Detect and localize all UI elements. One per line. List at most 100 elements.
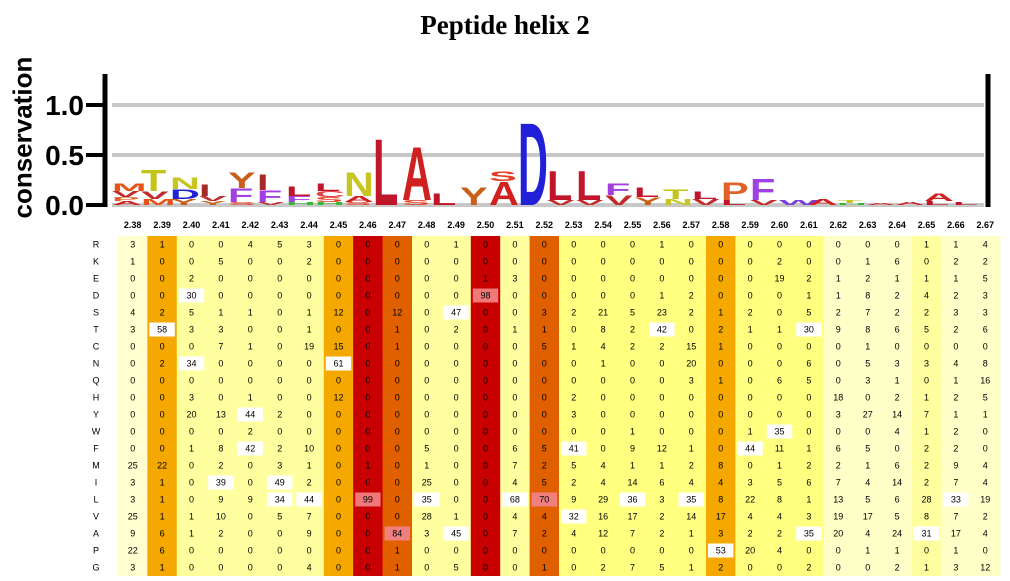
heatmap-cell-value: 0 xyxy=(571,257,576,267)
heatmap-cell-value: 0 xyxy=(424,308,429,318)
heatmap-cell-value: 0 xyxy=(512,427,517,437)
heatmap-cell-value: 0 xyxy=(542,393,547,403)
heatmap-cell-value: 0 xyxy=(395,478,400,488)
heatmap-cell-value: 19 xyxy=(304,342,314,352)
heatmap-cell-value: 0 xyxy=(160,274,165,284)
heatmap-cell-value: 45 xyxy=(451,529,461,539)
heatmap-cell-value: 5 xyxy=(277,240,282,250)
amino-acid-label: K xyxy=(93,257,99,267)
heatmap-cell-value: 0 xyxy=(277,291,282,301)
heatmap-cell-value: 5 xyxy=(630,308,635,318)
heatmap-cell-value: 2 xyxy=(924,308,929,318)
heatmap-column xyxy=(823,236,854,576)
heatmap-cell-value: 35 xyxy=(774,427,784,437)
heatmap-cell-value: 0 xyxy=(571,274,576,284)
heatmap-column xyxy=(353,236,384,576)
heatmap-cell-value: 0 xyxy=(248,546,253,556)
heatmap-cell-value: 7 xyxy=(630,563,635,573)
heatmap-cell-value: 0 xyxy=(542,376,547,386)
heatmap-cell-value: 1 xyxy=(424,461,429,471)
heatmap-cell-value: 0 xyxy=(336,427,341,437)
heatmap-cell-value: 0 xyxy=(601,257,606,267)
heatmap-cell-value: 0 xyxy=(630,240,635,250)
heatmap-column xyxy=(735,236,766,576)
heatmap-cell-value: 0 xyxy=(512,410,517,420)
logo-letter: V xyxy=(692,198,720,207)
heatmap-cell-value: 9 xyxy=(130,529,135,539)
logo-letter: T xyxy=(663,186,688,202)
position-label: 2.51 xyxy=(506,220,524,230)
heatmap-cell-value: 2 xyxy=(601,563,606,573)
heatmap-cell-value: 2 xyxy=(953,444,958,454)
heatmap-cell-value: 0 xyxy=(395,410,400,420)
heatmap-cell-value: 0 xyxy=(277,546,282,556)
heatmap-cell-value: 5 xyxy=(571,461,576,471)
heatmap-cell-value: 1 xyxy=(307,325,312,335)
heatmap-cell-value: 0 xyxy=(806,240,811,250)
heatmap-cell-value: 1 xyxy=(630,427,635,437)
heatmap-cell-value: 2 xyxy=(924,461,929,471)
heatmap-column xyxy=(265,236,295,576)
heatmap-cell-value: 2 xyxy=(571,308,576,318)
heatmap-cell-value: 6 xyxy=(160,529,165,539)
heatmap-cell-value: 1 xyxy=(542,325,547,335)
heatmap-cell-value: 0 xyxy=(424,359,429,369)
heatmap-cell-value: 0 xyxy=(130,376,135,386)
heatmap-cell-value: 0 xyxy=(483,546,488,556)
heatmap-cell-value: 24 xyxy=(892,529,902,539)
heatmap-cell-value: 0 xyxy=(248,274,253,284)
heatmap-column xyxy=(911,236,942,576)
heatmap-cell-value: 0 xyxy=(130,410,135,420)
heatmap-column xyxy=(294,236,325,576)
heatmap-cell-value: 3 xyxy=(512,274,517,284)
heatmap-cell-value: 0 xyxy=(601,546,606,556)
heatmap-cell-value: 3 xyxy=(130,240,135,250)
heatmap-cell-value: 0 xyxy=(218,274,223,284)
heatmap-cell-value: 1 xyxy=(659,291,664,301)
heatmap-cell-value: 1 xyxy=(865,342,870,352)
heatmap-cell-value: 1 xyxy=(895,274,900,284)
heatmap-cell-value: 5 xyxy=(218,257,223,267)
heatmap-cell-value: 0 xyxy=(130,427,135,437)
heatmap-cell-value: 2 xyxy=(307,257,312,267)
heatmap-cell-value: 0 xyxy=(953,342,958,352)
heatmap-cell-value: 0 xyxy=(571,240,576,250)
heatmap-cell-value: 3 xyxy=(983,291,988,301)
heatmap-cell-value: 1 xyxy=(189,444,194,454)
heatmap-cell-value: 0 xyxy=(424,410,429,420)
heatmap-cell-value: 0 xyxy=(865,563,870,573)
heatmap-cell-value: 5 xyxy=(806,308,811,318)
heatmap-cell-value: 4 xyxy=(777,546,782,556)
heatmap-highlight xyxy=(561,509,587,524)
heatmap-cell-value: 8 xyxy=(924,512,929,522)
heatmap-cell-value: 0 xyxy=(424,393,429,403)
heatmap-cell-value: 0 xyxy=(718,359,723,369)
heatmap-cell-value: 0 xyxy=(483,376,488,386)
heatmap-cell-value: 2 xyxy=(924,478,929,488)
heatmap-cell-value: 0 xyxy=(630,546,635,556)
heatmap-highlight xyxy=(267,492,293,507)
logo-letter: S xyxy=(402,199,430,207)
heatmap-cell-value: 4 xyxy=(983,478,988,488)
heatmap-cell-value: 0 xyxy=(659,410,664,420)
logo-letter: S xyxy=(344,201,372,206)
heatmap-cell-value: 0 xyxy=(542,257,547,267)
heatmap-cell-value: 0 xyxy=(336,495,341,505)
heatmap-cell-value: 1 xyxy=(160,563,165,573)
heatmap-cell-value: 0 xyxy=(512,291,517,301)
heatmap-highlight xyxy=(443,526,469,541)
heatmap-cell-value: 42 xyxy=(245,444,255,454)
logo-letter: L xyxy=(286,183,311,199)
heatmap-cell-value: 68 xyxy=(510,495,520,505)
heatmap-highlight xyxy=(649,322,675,337)
heatmap-cell-value: 0 xyxy=(512,257,517,267)
amino-acid-label: I xyxy=(95,478,98,488)
heatmap-cell-value: 5 xyxy=(806,376,811,386)
heatmap-cell-value: 0 xyxy=(424,342,429,352)
logo-letter: D xyxy=(518,98,548,230)
heatmap-cell-value: 4 xyxy=(777,512,782,522)
heatmap-cell-value: 0 xyxy=(307,546,312,556)
amino-acid-label: N xyxy=(93,359,100,369)
heatmap-highlight xyxy=(267,475,293,490)
heatmap-cell-value: 14 xyxy=(892,410,902,420)
